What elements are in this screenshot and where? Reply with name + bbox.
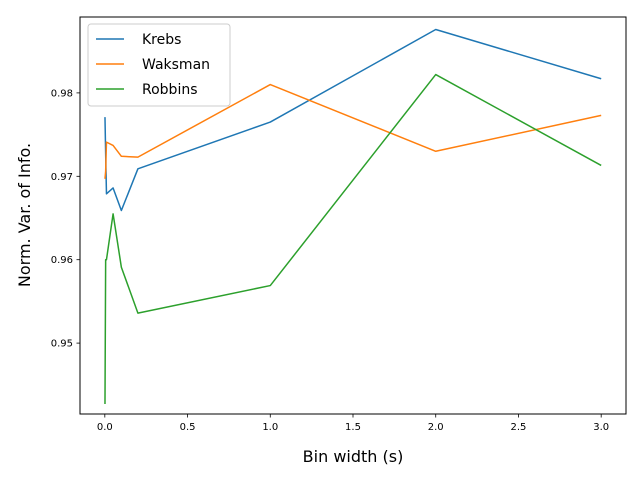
x-axis-label: Bin width (s) <box>303 447 404 466</box>
legend-box <box>87 23 231 107</box>
y-axis-ticks: 0.95 0.96 0.97 0.98 <box>51 88 80 350</box>
y-axis-label: Norm. Var. of Info. <box>15 143 34 287</box>
y-tick-label: 0.95 <box>51 339 73 350</box>
x-tick-label: 0.0 <box>97 422 113 433</box>
x-tick-label: 2.0 <box>428 422 444 433</box>
y-tick-label: 0.97 <box>51 172 73 183</box>
y-tick-label: 0.96 <box>51 255 73 266</box>
y-tick-label: 0.98 <box>51 88 73 99</box>
x-tick-label: 3.0 <box>593 422 609 433</box>
x-tick-label: 1.5 <box>345 422 361 433</box>
series-line-robbins <box>104 73 602 404</box>
x-tick-label: 2.5 <box>511 422 527 433</box>
legend-label-krebs: Krebs <box>142 32 181 48</box>
x-axis-ticks: 0.0 0.5 1.0 1.5 2.0 2.5 3.0 <box>97 414 609 433</box>
x-tick-label: 0.5 <box>180 422 196 433</box>
x-tick-label: 1.0 <box>262 422 278 433</box>
series-line-waksman <box>104 83 602 179</box>
legend-label-robbins: Robbins <box>142 82 198 98</box>
legend: Krebs Waksman Robbins <box>87 23 231 107</box>
legend-label-waksman: Waksman <box>142 57 210 73</box>
plot-lines <box>104 28 602 404</box>
